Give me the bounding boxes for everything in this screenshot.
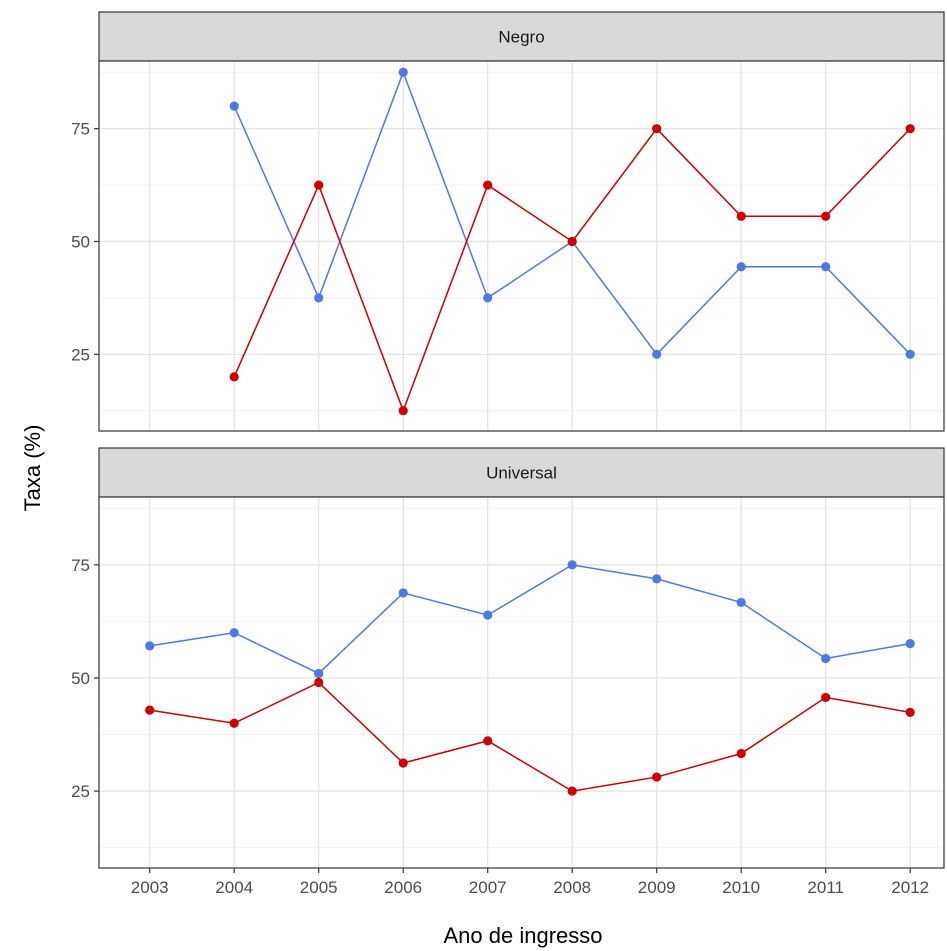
panel-border bbox=[98, 496, 945, 869]
data-point bbox=[314, 677, 324, 688]
y-tick-label: 50 bbox=[71, 232, 90, 251]
x-tick-label: 2009 bbox=[638, 878, 676, 897]
data-point bbox=[229, 372, 239, 382]
panel-background bbox=[99, 61, 944, 431]
gridlines bbox=[99, 61, 944, 431]
gridlines bbox=[99, 497, 944, 868]
facet-strip bbox=[98, 11, 945, 62]
y-tick-label: 50 bbox=[71, 669, 90, 688]
data-point bbox=[483, 180, 493, 190]
x-axis-title: Ano de ingresso bbox=[444, 923, 603, 948]
y-tick-label: 25 bbox=[71, 782, 90, 801]
y-tick-label: 75 bbox=[71, 556, 90, 575]
data-point bbox=[652, 574, 662, 584]
data-point bbox=[736, 262, 746, 272]
data-point bbox=[145, 641, 155, 651]
facet-strip bbox=[98, 447, 945, 498]
series-line bbox=[149, 681, 911, 792]
x-tick-label: 2005 bbox=[300, 878, 338, 897]
data-point bbox=[821, 653, 831, 664]
panel-border bbox=[98, 60, 945, 432]
data-point bbox=[905, 349, 915, 359]
facet-label: Universal bbox=[486, 464, 557, 483]
x-tick-label: 2011 bbox=[807, 878, 844, 897]
x-tick-label: 2006 bbox=[384, 878, 422, 897]
series-line bbox=[149, 564, 911, 675]
data-point bbox=[398, 67, 408, 77]
data-point bbox=[652, 772, 662, 782]
data-point bbox=[821, 262, 831, 272]
data-point bbox=[483, 736, 493, 746]
data-point bbox=[736, 597, 746, 608]
data-point bbox=[567, 236, 577, 247]
data-point bbox=[398, 406, 408, 416]
data-point bbox=[567, 560, 577, 570]
data-point bbox=[821, 692, 831, 703]
data-point bbox=[905, 707, 915, 717]
y-tick-label: 25 bbox=[71, 345, 90, 364]
data-point bbox=[229, 101, 239, 111]
data-point bbox=[905, 124, 915, 134]
series-1 bbox=[229, 124, 915, 416]
x-tick-label: 2010 bbox=[722, 878, 760, 897]
panel-negro: Negro 25 50 75 bbox=[71, 11, 945, 432]
data-point bbox=[821, 211, 831, 221]
data-point bbox=[398, 758, 408, 768]
data-point bbox=[652, 124, 662, 134]
data-point bbox=[652, 349, 662, 359]
x-tick-label: 2008 bbox=[553, 878, 591, 897]
y-tick-label: 75 bbox=[71, 120, 90, 139]
data-point bbox=[229, 628, 239, 638]
x-tick-label: 2007 bbox=[469, 878, 507, 897]
data-point bbox=[567, 786, 577, 796]
data-point bbox=[145, 705, 155, 715]
x-tick-label: 2004 bbox=[215, 878, 253, 897]
x-axis: 2003 2004 2005 2006 2007 2008 2009 2010 2011 2012 bbox=[131, 868, 929, 897]
data-point bbox=[314, 668, 324, 679]
series-0 bbox=[145, 560, 915, 679]
panel-background bbox=[99, 497, 944, 868]
y-axis-title: Taxa (%) bbox=[20, 425, 45, 512]
facet-label: Negro bbox=[498, 28, 544, 47]
data-point bbox=[314, 180, 324, 190]
data-point bbox=[905, 638, 915, 649]
series-1 bbox=[145, 677, 915, 796]
data-point bbox=[736, 211, 746, 221]
x-tick-label: 2012 bbox=[891, 878, 929, 897]
data-point bbox=[483, 293, 493, 303]
data-point bbox=[314, 293, 324, 303]
data-point bbox=[483, 610, 493, 620]
data-point bbox=[736, 748, 746, 759]
data-point bbox=[229, 718, 239, 728]
x-tick-label: 2003 bbox=[131, 878, 169, 897]
data-point bbox=[398, 588, 408, 598]
panel-universal: Universal 25 50 75 bbox=[71, 447, 945, 869]
